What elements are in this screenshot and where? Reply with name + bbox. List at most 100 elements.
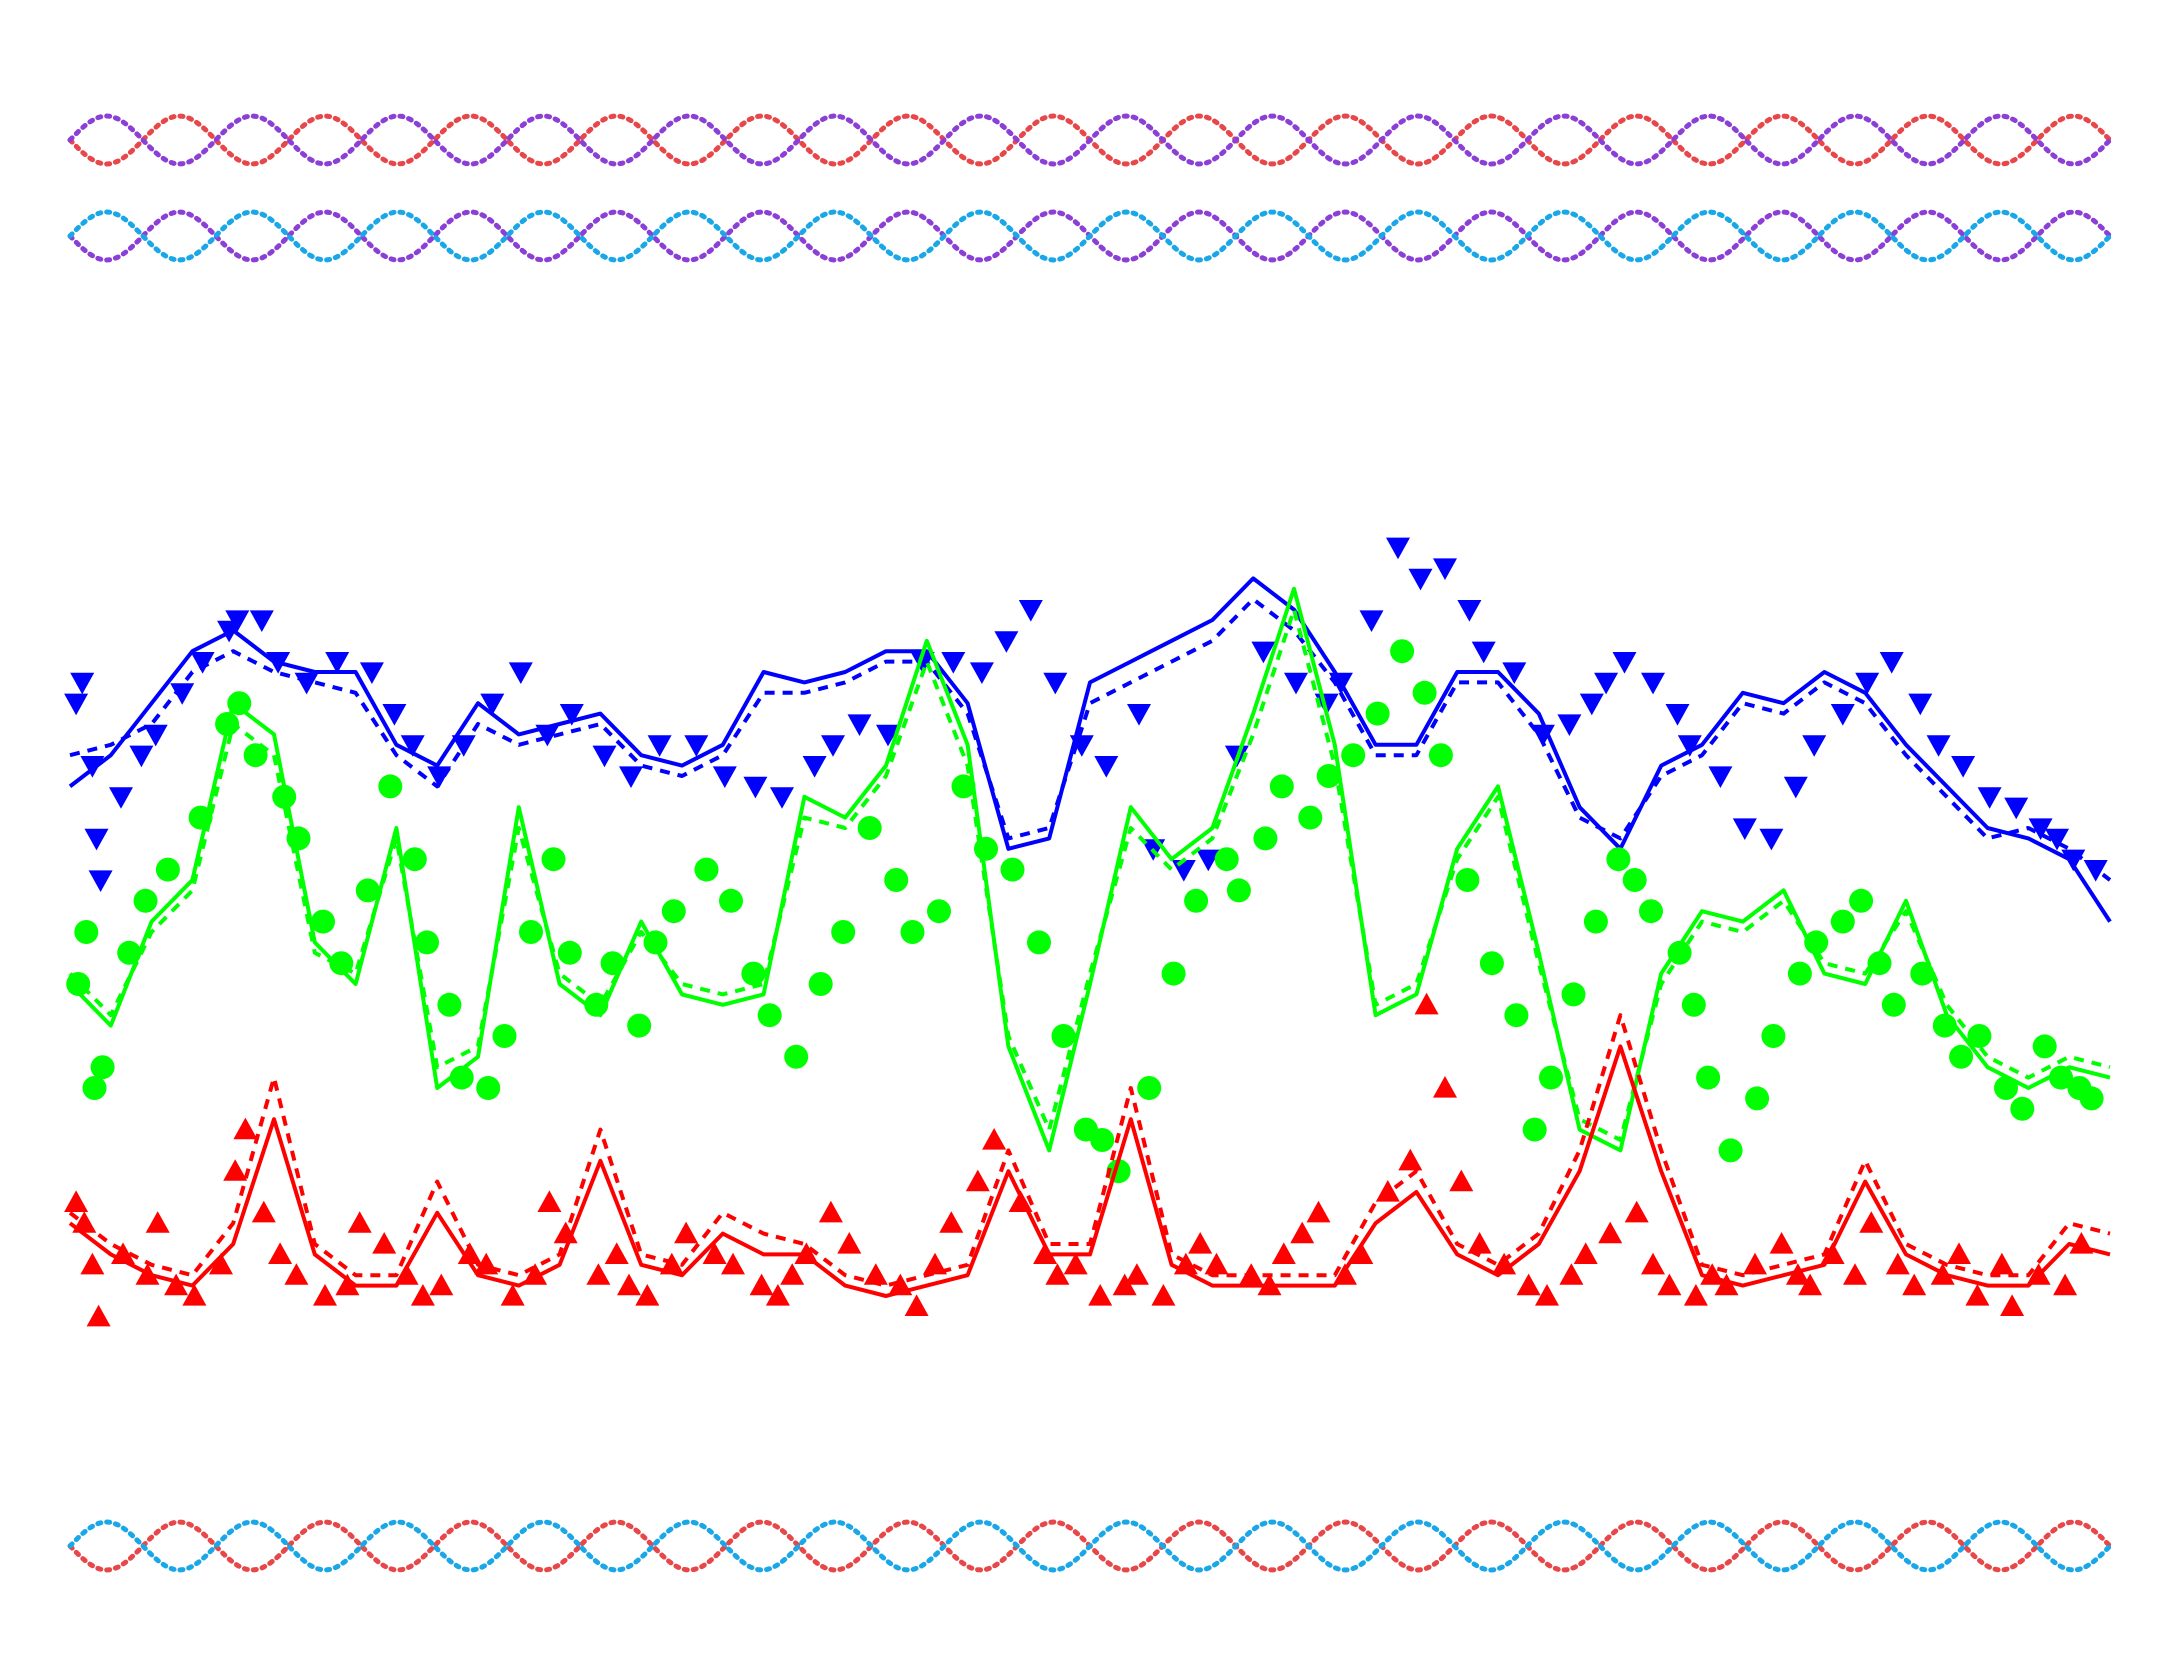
- green-point: [857, 816, 882, 840]
- blue-point: [1783, 776, 1808, 799]
- green-point: [719, 888, 743, 913]
- blue-point: [876, 724, 900, 747]
- red-point: [837, 1232, 862, 1254]
- red-point: [64, 1190, 89, 1212]
- green-point: [1949, 1044, 1974, 1069]
- red-point: [1798, 1273, 1823, 1296]
- red-point: [1885, 1252, 1910, 1275]
- green-point: [643, 930, 668, 955]
- red-point: [888, 1273, 913, 1296]
- blue-point: [2083, 860, 2108, 882]
- blue-point: [684, 735, 709, 757]
- green-point: [974, 836, 998, 861]
- red-point: [1063, 1252, 1088, 1275]
- red-point: [457, 1242, 482, 1264]
- blue-point: [1408, 568, 1433, 591]
- blue-point: [1328, 672, 1353, 695]
- red-point: [1333, 1263, 1357, 1285]
- red-point: [1257, 1273, 1282, 1296]
- blue-point: [1251, 641, 1276, 664]
- green-point: [1804, 930, 1829, 955]
- green-point: [437, 992, 462, 1017]
- blue-point: [88, 870, 113, 892]
- green-point: [1696, 1065, 1721, 1090]
- series-red: [64, 992, 2111, 1327]
- red-point: [86, 1304, 111, 1327]
- blue-point: [70, 672, 95, 695]
- blue-point: [1612, 652, 1637, 674]
- blue-point: [109, 787, 133, 809]
- red-point: [1559, 1263, 1584, 1285]
- green-point: [808, 972, 833, 996]
- red-point: [268, 1242, 293, 1264]
- blue-point: [1759, 828, 1784, 851]
- red-point: [2026, 1263, 2051, 1285]
- red-point: [1239, 1263, 1264, 1285]
- red-point: [1204, 1252, 1229, 1275]
- green-point: [476, 1076, 501, 1100]
- blue-point: [1579, 693, 1604, 716]
- green-point: [1745, 1086, 1770, 1111]
- red-point: [1290, 1221, 1315, 1244]
- green-point: [1214, 847, 1239, 872]
- green-point: [311, 909, 335, 934]
- green-point: [402, 847, 427, 872]
- red-point: [182, 1284, 207, 1306]
- red-solid-fit-line: [68, 1044, 2111, 1298]
- red-point: [164, 1273, 189, 1296]
- red-point: [1033, 1242, 1058, 1264]
- blue-point: [266, 652, 291, 674]
- red-point: [537, 1190, 562, 1212]
- green-point: [117, 940, 142, 965]
- green-point: [900, 920, 925, 944]
- green-point: [1681, 992, 1706, 1017]
- blue-point: [1433, 558, 1457, 580]
- blue-point: [1171, 860, 1196, 882]
- blue-point: [225, 610, 250, 632]
- green-point: [272, 784, 297, 809]
- blue-point: [969, 662, 994, 684]
- green-point: [133, 888, 158, 913]
- red-point: [2000, 1294, 2025, 1316]
- red-point: [1124, 1263, 1149, 1285]
- blue-point: [80, 756, 105, 778]
- green-point: [927, 899, 951, 924]
- green-point: [1867, 951, 1892, 976]
- blue-point: [2028, 818, 2053, 840]
- blue-point: [1908, 693, 1933, 716]
- red-point: [1930, 1263, 1955, 1285]
- green-point: [1412, 680, 1437, 705]
- red-point: [251, 1200, 276, 1223]
- red-point: [233, 1117, 258, 1140]
- series-blue: [64, 537, 2112, 923]
- green-point: [492, 1024, 517, 1048]
- red-point: [1271, 1242, 1296, 1264]
- green-point: [1994, 1076, 2018, 1100]
- green-point: [1253, 826, 1278, 851]
- blue-point: [508, 662, 533, 684]
- green-point: [74, 920, 99, 944]
- red-point: [1785, 1263, 1810, 1285]
- red-point: [553, 1221, 578, 1244]
- red-point: [145, 1211, 170, 1233]
- red-point: [659, 1252, 684, 1275]
- blue-point: [910, 652, 935, 674]
- blue-point: [1641, 672, 1665, 695]
- red-point: [223, 1159, 248, 1181]
- red-point: [1467, 1232, 1492, 1254]
- green-point: [1090, 1128, 1115, 1152]
- blue-point: [592, 745, 617, 768]
- blue-point: [1043, 672, 1068, 695]
- blue-point: [249, 610, 274, 632]
- blue-point: [770, 787, 794, 809]
- blue-point: [802, 756, 827, 778]
- green-point: [1761, 1024, 1786, 1048]
- blue-point: [1471, 641, 1496, 664]
- blue-point: [1951, 756, 1976, 778]
- green-point: [627, 1013, 652, 1038]
- green-point: [1269, 774, 1294, 799]
- red-point: [674, 1221, 699, 1244]
- red-point: [1414, 992, 1439, 1015]
- blue-point: [1386, 537, 1410, 560]
